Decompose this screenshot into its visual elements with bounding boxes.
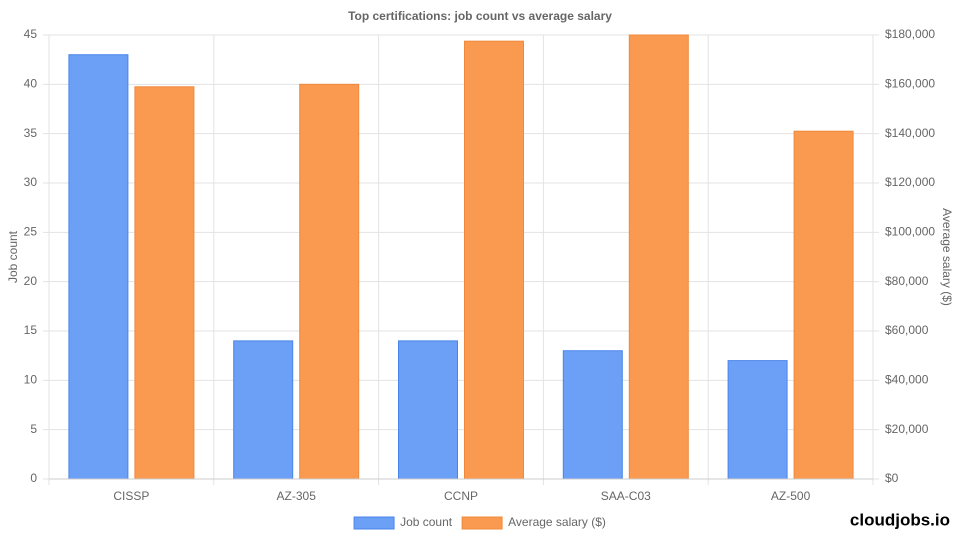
y2-tick-label: $80,000 <box>885 274 929 288</box>
y-tick-label: 30 <box>24 175 38 189</box>
chart-title: Top certifications: job count vs average… <box>348 9 612 23</box>
y2-tick-label: $20,000 <box>885 422 929 436</box>
legend-label: Average salary ($) <box>508 515 606 529</box>
y-tick-label: 40 <box>24 77 38 91</box>
y2-tick-label: $180,000 <box>885 27 935 41</box>
y-tick-label: 45 <box>24 27 38 41</box>
y-tick-label: 20 <box>24 274 38 288</box>
bar <box>464 40 524 480</box>
y2-tick-label: $100,000 <box>885 225 935 239</box>
bar <box>562 350 623 480</box>
x-tick-label: AZ-305 <box>277 489 317 503</box>
y2-tick-label: $0 <box>885 471 899 485</box>
y-tick-label: 10 <box>24 373 38 387</box>
y2-tick-label: $160,000 <box>885 77 935 91</box>
y2-axis-title: Average salary ($) <box>940 208 954 306</box>
bar <box>628 34 689 480</box>
y-axis-title: Job count <box>6 230 20 283</box>
bar <box>398 340 458 480</box>
x-tick-label: CISSP <box>113 489 149 503</box>
bar <box>68 54 129 480</box>
legend-swatch <box>461 516 503 530</box>
y-tick-label: 5 <box>30 422 37 436</box>
watermark: cloudjobs.io <box>850 510 950 529</box>
bar <box>793 130 854 480</box>
x-tick-label: AZ-500 <box>771 489 811 503</box>
y-tick-label: 15 <box>24 323 38 337</box>
x-tick-label: CCNP <box>444 489 478 503</box>
y2-tick-label: $120,000 <box>885 175 935 189</box>
legend-swatch <box>353 516 395 530</box>
legend-label: Job count <box>400 515 453 529</box>
y-tick-label: 25 <box>24 225 38 239</box>
bar <box>299 83 360 480</box>
y2-tick-label: $40,000 <box>885 373 929 387</box>
bar <box>134 86 195 480</box>
y-tick-label: 35 <box>24 126 38 140</box>
y2-tick-label: $140,000 <box>885 126 935 140</box>
bar <box>233 340 294 480</box>
y-tick-label: 0 <box>30 471 37 485</box>
y2-tick-label: $60,000 <box>885 323 929 337</box>
bar <box>727 360 788 480</box>
x-tick-label: SAA-C03 <box>601 489 651 503</box>
